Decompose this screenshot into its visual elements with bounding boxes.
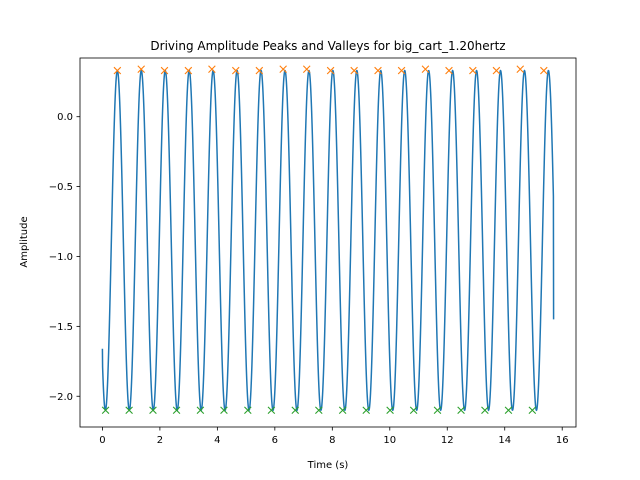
valley-marker — [386, 406, 394, 415]
peak-marker — [279, 65, 287, 73]
y-tick-label: −1.0 — [49, 252, 73, 263]
valley-marker — [315, 406, 323, 415]
x-tick-label: 12 — [441, 435, 454, 446]
y-tick-label: −2.0 — [49, 392, 73, 403]
x-tick-label: 16 — [556, 435, 569, 446]
y-tick-label: 0.0 — [57, 112, 73, 123]
valley-marker — [362, 406, 371, 415]
y-tick-label: −1.5 — [49, 322, 73, 333]
valley-marker — [457, 406, 465, 415]
peak-marker — [113, 66, 122, 75]
peak-marker — [160, 66, 169, 75]
peak-marker — [326, 66, 335, 75]
peak-marker — [137, 65, 145, 73]
peak-marker — [421, 65, 430, 73]
peak-marker — [397, 66, 406, 75]
valley-marker — [244, 406, 252, 415]
x-axis: 0 2 4 6 8 10 12 14 16 — [99, 427, 569, 446]
x-tick-label: 8 — [329, 435, 335, 446]
valley-marker — [409, 406, 418, 415]
x-axis-title: Time (s) — [307, 460, 349, 471]
peak-marker — [469, 66, 477, 75]
x-tick-label: 10 — [383, 435, 396, 446]
valley-marker — [338, 406, 347, 415]
plot-frame — [79, 57, 577, 428]
valley-marker — [101, 406, 110, 415]
valley-marker — [504, 406, 513, 415]
y-axis-title: Amplitude — [19, 216, 30, 267]
peak-marker — [445, 66, 453, 75]
valley-marker — [172, 406, 181, 415]
valley-marker — [291, 406, 300, 415]
valley-marker — [528, 406, 537, 415]
x-tick-label: 6 — [272, 435, 278, 446]
valley-marker — [267, 406, 276, 415]
x-tick-label: 4 — [214, 435, 220, 446]
peak-marker — [231, 66, 240, 75]
chart-title: Driving Amplitude Peaks and Valleys for … — [150, 39, 505, 53]
valley-marker — [433, 406, 442, 415]
peak-marker — [516, 65, 525, 73]
peak-marker — [540, 66, 548, 75]
x-tick-label: 14 — [498, 435, 511, 446]
valley-marker — [149, 406, 157, 415]
y-tick-label: −0.5 — [49, 182, 73, 193]
x-tick-label: 0 — [99, 435, 105, 446]
valley-marker — [196, 406, 205, 415]
peak-marker — [350, 66, 358, 75]
y-axis: 0.0 −0.5 −1.0 −1.5 −2.0 — [49, 112, 80, 403]
peak-marker — [184, 66, 193, 75]
x-tick-label: 2 — [157, 435, 163, 446]
plot-area — [101, 65, 555, 415]
peak-marker — [374, 66, 382, 75]
peak-marker — [208, 65, 216, 73]
peak-marker — [302, 65, 311, 73]
valley-marker — [220, 406, 228, 415]
valley-marker — [125, 406, 133, 415]
peak-marker — [255, 66, 264, 75]
peak-marker — [492, 66, 501, 75]
valley-marker — [481, 406, 489, 415]
